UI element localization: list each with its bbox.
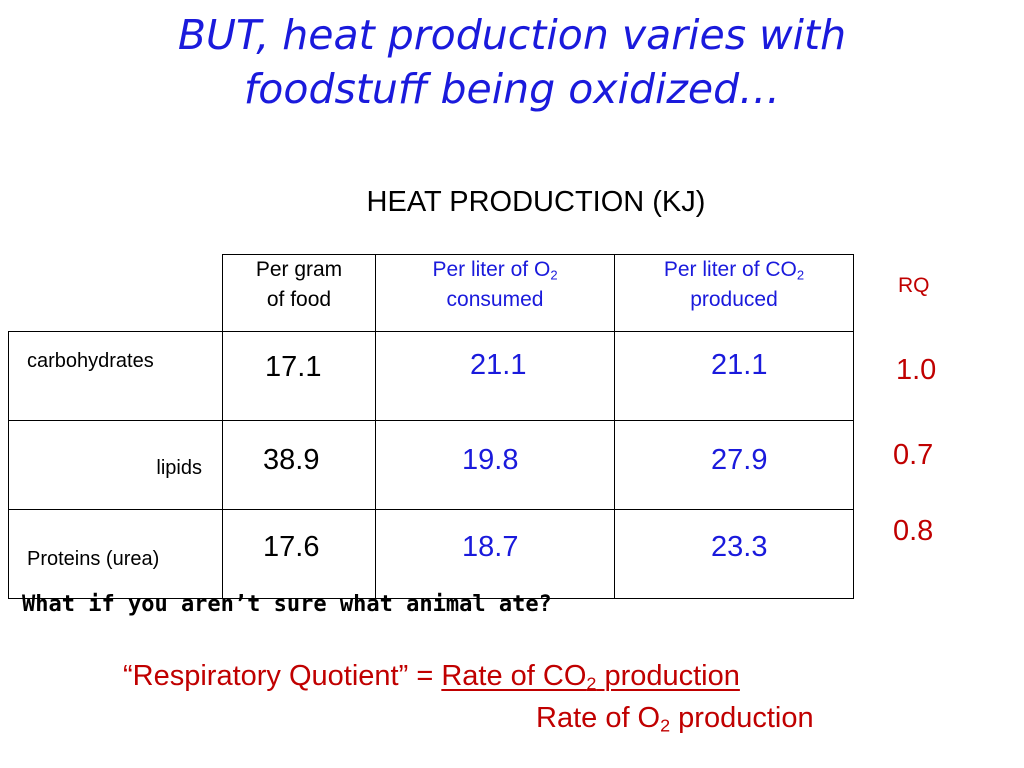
corner-cell	[8, 254, 223, 332]
cell-per-co2: 23.3	[614, 508, 854, 599]
table-row: lipids 38.9 19.8 27.9	[8, 419, 854, 510]
rq-formula-term: “Respiratory Quotient” =	[123, 660, 434, 692]
slide-title: BUT, heat production varies with foodstu…	[0, 8, 1024, 116]
heat-production-table: Per gram of food Per liter of O2 consume…	[8, 254, 854, 599]
cell-per-o2: 21.1	[375, 330, 615, 421]
row-label-lipids: lipids	[8, 419, 223, 510]
rq-formula-denominator: Rate of O2 production	[536, 702, 814, 736]
cell-per-gram: 17.1	[222, 330, 376, 421]
rq-value: 0.7	[893, 439, 934, 471]
cell-per-co2: 21.1	[614, 330, 854, 421]
row-label-carbohydrates: carbohydrates	[8, 330, 223, 421]
row-label-proteins: Proteins (urea)	[8, 508, 223, 599]
table-row: carbohydrates 17.1 21.1 21.1	[8, 330, 854, 421]
cell-per-co2: 27.9	[614, 419, 854, 510]
title-line-2: foodstuff being oxidized…	[243, 65, 781, 113]
header-row: Per gram of food Per liter of O2 consume…	[8, 254, 854, 332]
table-caption: HEAT PRODUCTION (KJ)	[366, 186, 706, 218]
rq-formula-numerator: Rate of CO2 production	[441, 660, 740, 694]
col-header-per-liter-co2: Per liter of CO2 produced	[614, 254, 854, 332]
cell-per-gram: 17.6	[222, 508, 376, 599]
rq-header: RQ	[898, 274, 930, 297]
table-row: Proteins (urea) 17.6 18.7 23.3	[8, 508, 854, 599]
rq-value: 1.0	[896, 354, 937, 386]
cell-per-o2: 19.8	[375, 419, 615, 510]
rq-value: 0.8	[893, 515, 934, 547]
title-line-1: BUT, heat production varies with	[177, 11, 847, 59]
cell-per-o2: 18.7	[375, 508, 615, 599]
col-header-per-liter-o2: Per liter of O2 consumed	[375, 254, 615, 332]
cell-per-gram: 38.9	[222, 419, 376, 510]
question-text: What if you aren’t sure what animal ate?	[22, 592, 552, 617]
col-header-per-gram: Per gram of food	[222, 254, 376, 332]
rq-formula-numerator-line: “Respiratory Quotient” = Rate of CO2 pro…	[123, 660, 740, 693]
